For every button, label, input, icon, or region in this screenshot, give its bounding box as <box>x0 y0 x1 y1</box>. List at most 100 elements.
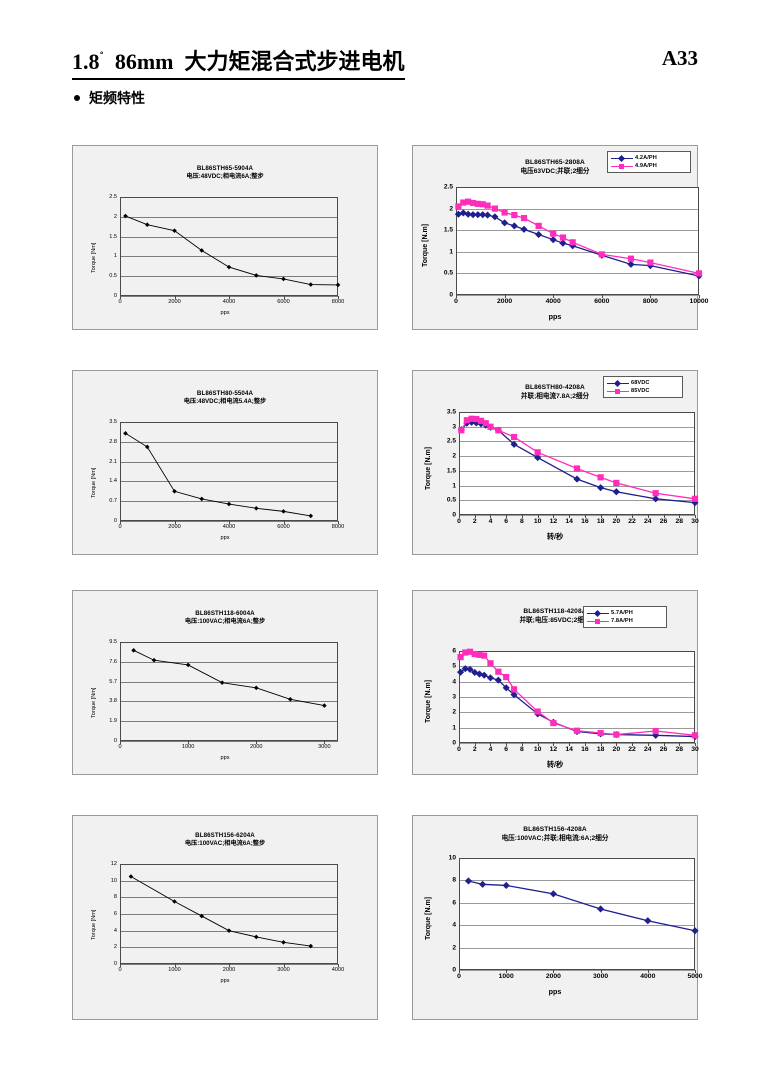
x-axis-tick-mark <box>506 515 508 518</box>
x-axis-tick-label: 6000 <box>594 298 610 305</box>
x-axis-label: pps <box>548 987 562 996</box>
x-axis-tick-label: 0 <box>118 744 122 750</box>
series-marker <box>613 479 620 487</box>
x-axis-tick-label: 6000 <box>277 299 290 305</box>
x-axis-tick-label: 24 <box>644 746 652 753</box>
series-marker <box>469 199 477 207</box>
chart-model-name: BL86STH156-6204A <box>195 832 255 839</box>
y-axis-tick-label: 3 <box>452 693 456 701</box>
legend-swatch-icon <box>587 609 609 617</box>
x-axis-tick-mark <box>229 296 230 299</box>
series-marker <box>491 205 498 212</box>
axis-left <box>456 187 457 295</box>
x-axis-tick-label: 10 <box>533 518 542 525</box>
series-marker <box>520 215 528 222</box>
x-axis-tick-mark <box>120 296 121 299</box>
series-marker <box>172 489 177 494</box>
gridline <box>120 236 338 238</box>
x-axis-tick-label: 6 <box>504 518 509 525</box>
x-axis-tick-mark <box>174 521 176 524</box>
gridline <box>459 880 695 882</box>
series-marker <box>510 222 518 230</box>
y-axis-tick-label: 2 <box>113 944 117 951</box>
chart-panel-3: BL86STH80-5504A 电压:48VDC;相电流5.4A;整步 Torque… <box>72 370 378 555</box>
series-line <box>130 876 311 947</box>
series-marker <box>598 251 605 258</box>
x-axis-label: 转/秒 <box>546 760 564 769</box>
series-marker <box>486 674 495 682</box>
x-axis-tick-mark <box>324 741 326 744</box>
series-marker <box>468 418 476 426</box>
gridline <box>459 970 695 971</box>
bullet-icon <box>74 95 80 101</box>
series-marker <box>510 433 518 441</box>
x-axis-tick-label: 1000 <box>498 973 514 980</box>
x-axis-tick-label: 6000 <box>277 524 290 530</box>
x-axis-tick-label: 0 <box>457 518 461 525</box>
gridline <box>120 216 338 218</box>
x-axis-tick-mark <box>506 970 508 973</box>
series-marker <box>462 649 469 656</box>
gridline <box>120 701 338 703</box>
chart-model-name: BL86STH118-6004A <box>195 610 255 617</box>
y-axis-tick-label: 0 <box>113 518 117 524</box>
x-axis-label: 转/秒 <box>546 532 564 541</box>
series-marker <box>487 423 494 430</box>
gridline <box>120 914 338 915</box>
legend-item: 4.2A/PH <box>611 154 686 162</box>
series-marker <box>534 708 541 715</box>
x-axis-tick-mark <box>569 515 571 518</box>
y-axis-tick-label: 1.5 <box>446 467 456 475</box>
y-axis-label: Torque [N.m] <box>425 679 432 723</box>
chart-title-block: BL86STH156-6204A 电压:100VAC;相电流6A;整步 <box>73 832 377 849</box>
x-axis-tick-label: 0 <box>118 967 122 973</box>
chart-legend: 68VDC 85VDC <box>603 376 683 398</box>
y-axis-tick-label: 10 <box>448 854 456 862</box>
series-marker <box>151 657 157 663</box>
axis-right <box>337 642 338 741</box>
x-axis-tick-mark <box>553 970 555 973</box>
x-axis-tick-label: 14 <box>565 518 573 525</box>
x-axis-tick-mark <box>616 515 618 518</box>
y-axis-tick-label: 1 <box>449 248 453 256</box>
legend-label: 4.9A/PH <box>635 163 657 169</box>
series-marker <box>476 651 483 658</box>
chart-subtitle: 电压:100VAC;相电流6A;整步 <box>184 618 266 626</box>
series-marker <box>691 927 699 935</box>
x-axis-tick-mark <box>256 741 258 744</box>
series-marker <box>226 501 232 507</box>
series-marker <box>226 264 232 270</box>
chart-legend: 5.7A/PH 7.8A/PH <box>583 606 667 628</box>
axis-top <box>120 422 338 423</box>
x-axis-tick-label: 12 <box>549 746 558 753</box>
series-marker <box>473 415 480 423</box>
x-axis-tick-label: 2000 <box>250 744 263 750</box>
y-axis-tick-label: 6 <box>452 899 456 907</box>
x-axis-tick-label: 28 <box>675 746 684 753</box>
axis-left <box>459 412 460 515</box>
legend-label: 4.2A/PH <box>635 155 657 161</box>
y-axis-tick-label: 2 <box>452 708 456 716</box>
y-axis-label: Torque [N.m] <box>425 896 432 940</box>
series-line <box>133 649 325 707</box>
x-axis-tick-mark <box>456 295 457 298</box>
y-axis-tick-label: 0.7 <box>109 498 117 505</box>
series-line <box>458 201 700 275</box>
series-marker <box>652 490 659 497</box>
series-marker <box>123 213 128 219</box>
x-axis-tick-mark <box>338 964 339 967</box>
x-axis-tick-label: 2 <box>472 518 477 525</box>
axis-bottom <box>459 514 695 515</box>
series-marker <box>559 234 567 241</box>
series-marker <box>549 890 557 898</box>
series-layer <box>454 198 703 280</box>
chart-title-block: BL86STH156-4208A 电压:100VAC;并联;相电流:6A;2细分 <box>413 826 697 844</box>
y-axis-label: Torque [Nm] <box>91 467 97 498</box>
gridline <box>120 897 338 899</box>
x-axis-tick-mark <box>584 515 586 518</box>
y-axis-tick-label: 1.5 <box>109 233 117 240</box>
section-heading: 矩频特性 <box>74 88 145 108</box>
x-axis-label: pps <box>220 978 230 984</box>
chart-model-name: BL86STH80-4208A <box>525 384 585 391</box>
